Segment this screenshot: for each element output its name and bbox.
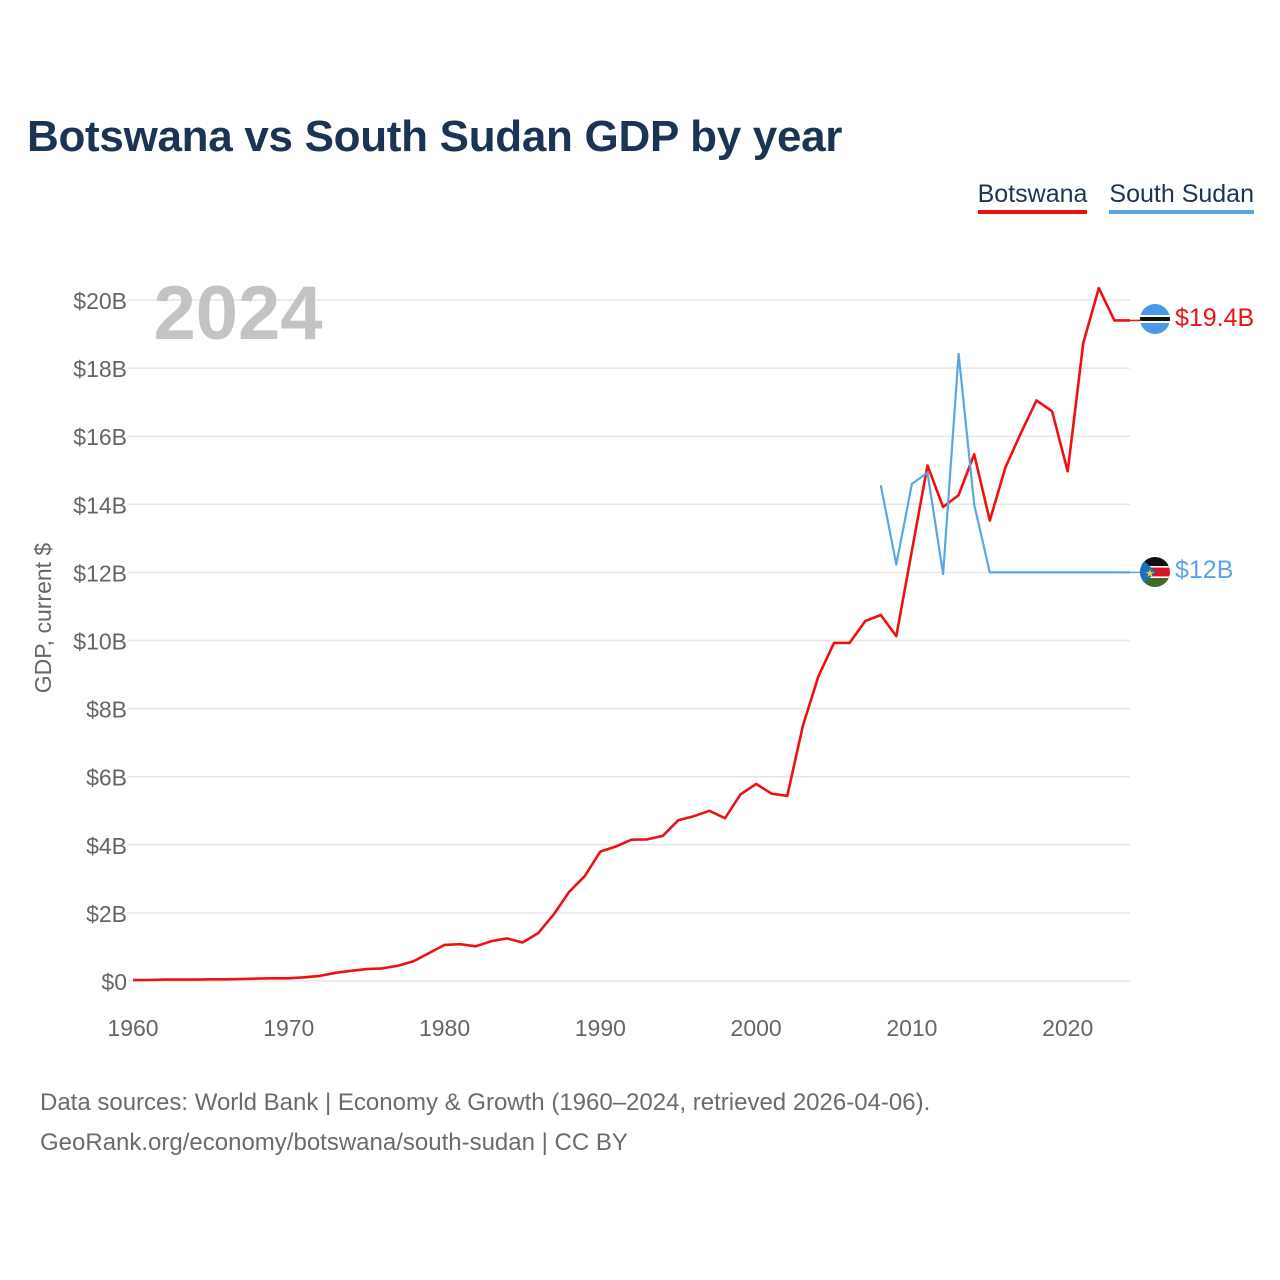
source-link[interactable]: GeoRank.org/economy/botswana/south-sudan… bbox=[40, 1129, 628, 1156]
legend-item-botswana[interactable]: Botswana bbox=[977, 180, 1088, 214]
x-tick-label: 1990 bbox=[575, 1015, 626, 1041]
grid-lines bbox=[128, 299, 1130, 982]
y-tick-label: $16B bbox=[73, 424, 127, 450]
series-lines bbox=[133, 286, 1140, 982]
x-tick-label: 1970 bbox=[263, 1015, 314, 1041]
legend: Botswana South Sudan bbox=[977, 180, 1254, 214]
series-line-botswana[interactable] bbox=[133, 286, 1130, 982]
legend-item-south-sudan[interactable]: South Sudan bbox=[1109, 180, 1254, 214]
end-label-botswana: $19.4B bbox=[1175, 304, 1254, 332]
botswana-flag-icon bbox=[1140, 304, 1170, 334]
end-label-south-sudan: $12B bbox=[1175, 556, 1233, 584]
x-tick-label: 1980 bbox=[419, 1015, 470, 1041]
y-tick-label: $20B bbox=[73, 288, 127, 314]
x-tick-label: 2000 bbox=[731, 1015, 782, 1041]
footer: Data sources: World Bank | Economy & Gro… bbox=[40, 1083, 930, 1163]
y-tick-label: $18B bbox=[73, 356, 127, 382]
y-tick-label: $0 bbox=[101, 969, 127, 995]
y-tick-label: $14B bbox=[73, 492, 127, 518]
x-axis-ticks: 1960 1970 1980 1990 2000 2010 2020 bbox=[107, 1015, 1093, 1041]
y-axis-ticks: $0 $2B $4B $6B $8B $10B $12B $14B $16B $18B $20B bbox=[73, 288, 127, 995]
south-sudan-flag-icon: ★ bbox=[1140, 557, 1170, 587]
series-line-south-sudan[interactable] bbox=[879, 352, 1130, 576]
y-axis-label: GDP, current $ bbox=[30, 543, 56, 694]
x-tick-label: 2020 bbox=[1042, 1015, 1093, 1041]
svg-text:★: ★ bbox=[1145, 567, 1155, 580]
y-tick-label: $12B bbox=[73, 560, 127, 586]
data-sources-text: Data sources: World Bank | Economy & Gro… bbox=[40, 1089, 931, 1116]
y-tick-label: $6B bbox=[86, 765, 127, 791]
y-tick-label: $8B bbox=[86, 697, 127, 723]
x-tick-label: 1960 bbox=[107, 1015, 158, 1041]
y-tick-label: $10B bbox=[73, 629, 127, 655]
chart-title: Botswana vs South Sudan GDP by year bbox=[27, 112, 843, 161]
y-tick-label: $4B bbox=[86, 833, 127, 859]
x-tick-label: 2010 bbox=[886, 1015, 937, 1041]
y-tick-label: $2B bbox=[86, 901, 127, 927]
year-label: 2024 bbox=[153, 271, 322, 356]
